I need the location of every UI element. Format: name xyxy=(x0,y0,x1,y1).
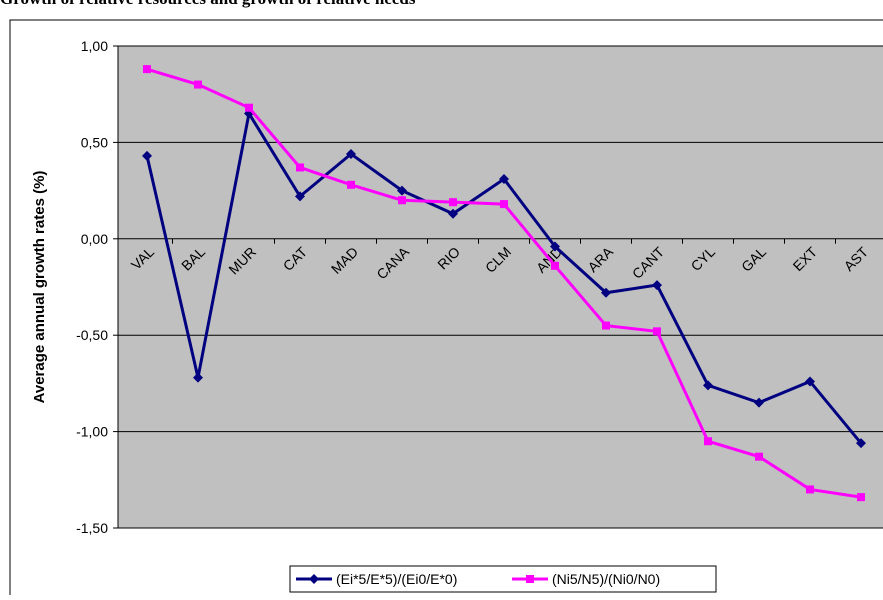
marker xyxy=(397,185,407,196)
chart-title: Growth of relative resources and growth … xyxy=(0,0,416,8)
marker xyxy=(245,103,253,112)
legend-label: (Ei*5/E*5)/(Ei0/E*0) xyxy=(336,571,457,587)
marker xyxy=(295,191,305,202)
marker xyxy=(499,174,509,185)
marker xyxy=(602,321,610,330)
marker xyxy=(754,397,764,408)
marker xyxy=(448,208,458,219)
marker xyxy=(653,327,661,336)
marker xyxy=(296,163,304,172)
y-tick-label: 0,50 xyxy=(81,134,108,150)
plot-area xyxy=(117,45,883,529)
marker xyxy=(652,280,662,291)
legend xyxy=(289,565,717,593)
marker xyxy=(449,198,457,207)
marker xyxy=(703,380,713,391)
legend-marker xyxy=(526,575,534,583)
marker xyxy=(347,180,355,189)
marker xyxy=(398,196,406,205)
marker xyxy=(500,200,508,209)
marker xyxy=(601,287,611,298)
marker xyxy=(143,65,151,74)
marker xyxy=(551,261,559,270)
marker xyxy=(193,372,203,383)
marker xyxy=(806,485,814,494)
y-tick-label: 1,00 xyxy=(81,38,108,54)
y-axis-label: Average annual growth rates (%) xyxy=(31,171,48,404)
marker xyxy=(856,438,866,449)
y-tick-label: 0,00 xyxy=(81,231,108,247)
legend-marker xyxy=(309,574,319,584)
marker xyxy=(704,437,712,446)
y-tick-label: -0,50 xyxy=(76,327,108,343)
marker xyxy=(142,150,152,161)
marker xyxy=(550,241,560,252)
marker xyxy=(805,376,815,387)
y-tick-label: -1,00 xyxy=(76,424,108,440)
marker xyxy=(857,493,865,502)
y-tick-label: -1,50 xyxy=(76,520,108,536)
marker xyxy=(346,148,356,159)
marker xyxy=(755,452,763,461)
legend-label: (Ni5/N5)/(Ni0/N0) xyxy=(552,571,660,587)
marker xyxy=(194,80,202,89)
